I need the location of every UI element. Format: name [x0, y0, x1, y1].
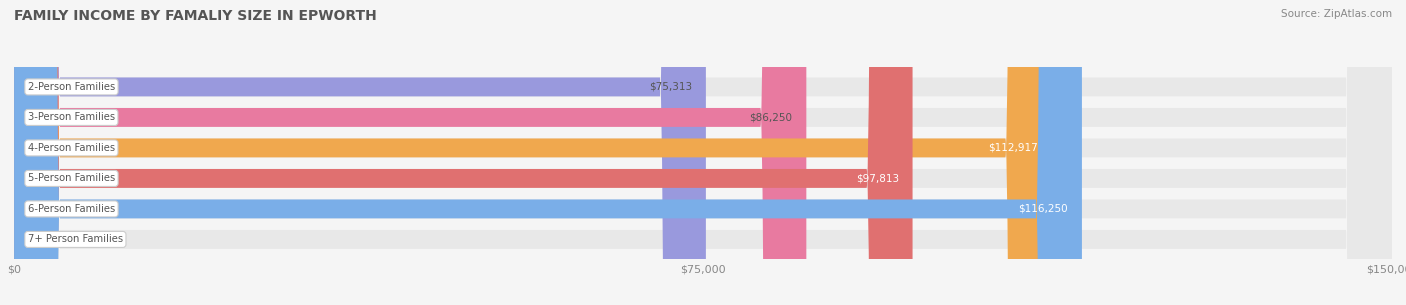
Text: $112,917: $112,917: [988, 143, 1038, 153]
FancyBboxPatch shape: [14, 0, 1392, 305]
Text: 2-Person Families: 2-Person Families: [28, 82, 115, 92]
Text: $86,250: $86,250: [749, 113, 793, 122]
Text: 6-Person Families: 6-Person Families: [28, 204, 115, 214]
FancyBboxPatch shape: [14, 0, 912, 305]
Text: $0: $0: [28, 235, 41, 244]
Text: 7+ Person Families: 7+ Person Families: [28, 235, 122, 244]
Text: 3-Person Families: 3-Person Families: [28, 113, 115, 122]
FancyBboxPatch shape: [14, 0, 1083, 305]
FancyBboxPatch shape: [14, 0, 1392, 305]
FancyBboxPatch shape: [14, 0, 1392, 305]
FancyBboxPatch shape: [14, 0, 1392, 305]
Text: $116,250: $116,250: [1018, 204, 1069, 214]
Text: 4-Person Families: 4-Person Families: [28, 143, 115, 153]
FancyBboxPatch shape: [14, 0, 807, 305]
FancyBboxPatch shape: [14, 0, 1052, 305]
Text: FAMILY INCOME BY FAMALIY SIZE IN EPWORTH: FAMILY INCOME BY FAMALIY SIZE IN EPWORTH: [14, 9, 377, 23]
Text: $75,313: $75,313: [650, 82, 692, 92]
Text: 5-Person Families: 5-Person Families: [28, 174, 115, 183]
Text: $97,813: $97,813: [856, 174, 898, 183]
FancyBboxPatch shape: [14, 0, 706, 305]
FancyBboxPatch shape: [14, 0, 1392, 305]
FancyBboxPatch shape: [14, 0, 1392, 305]
Text: Source: ZipAtlas.com: Source: ZipAtlas.com: [1281, 9, 1392, 19]
